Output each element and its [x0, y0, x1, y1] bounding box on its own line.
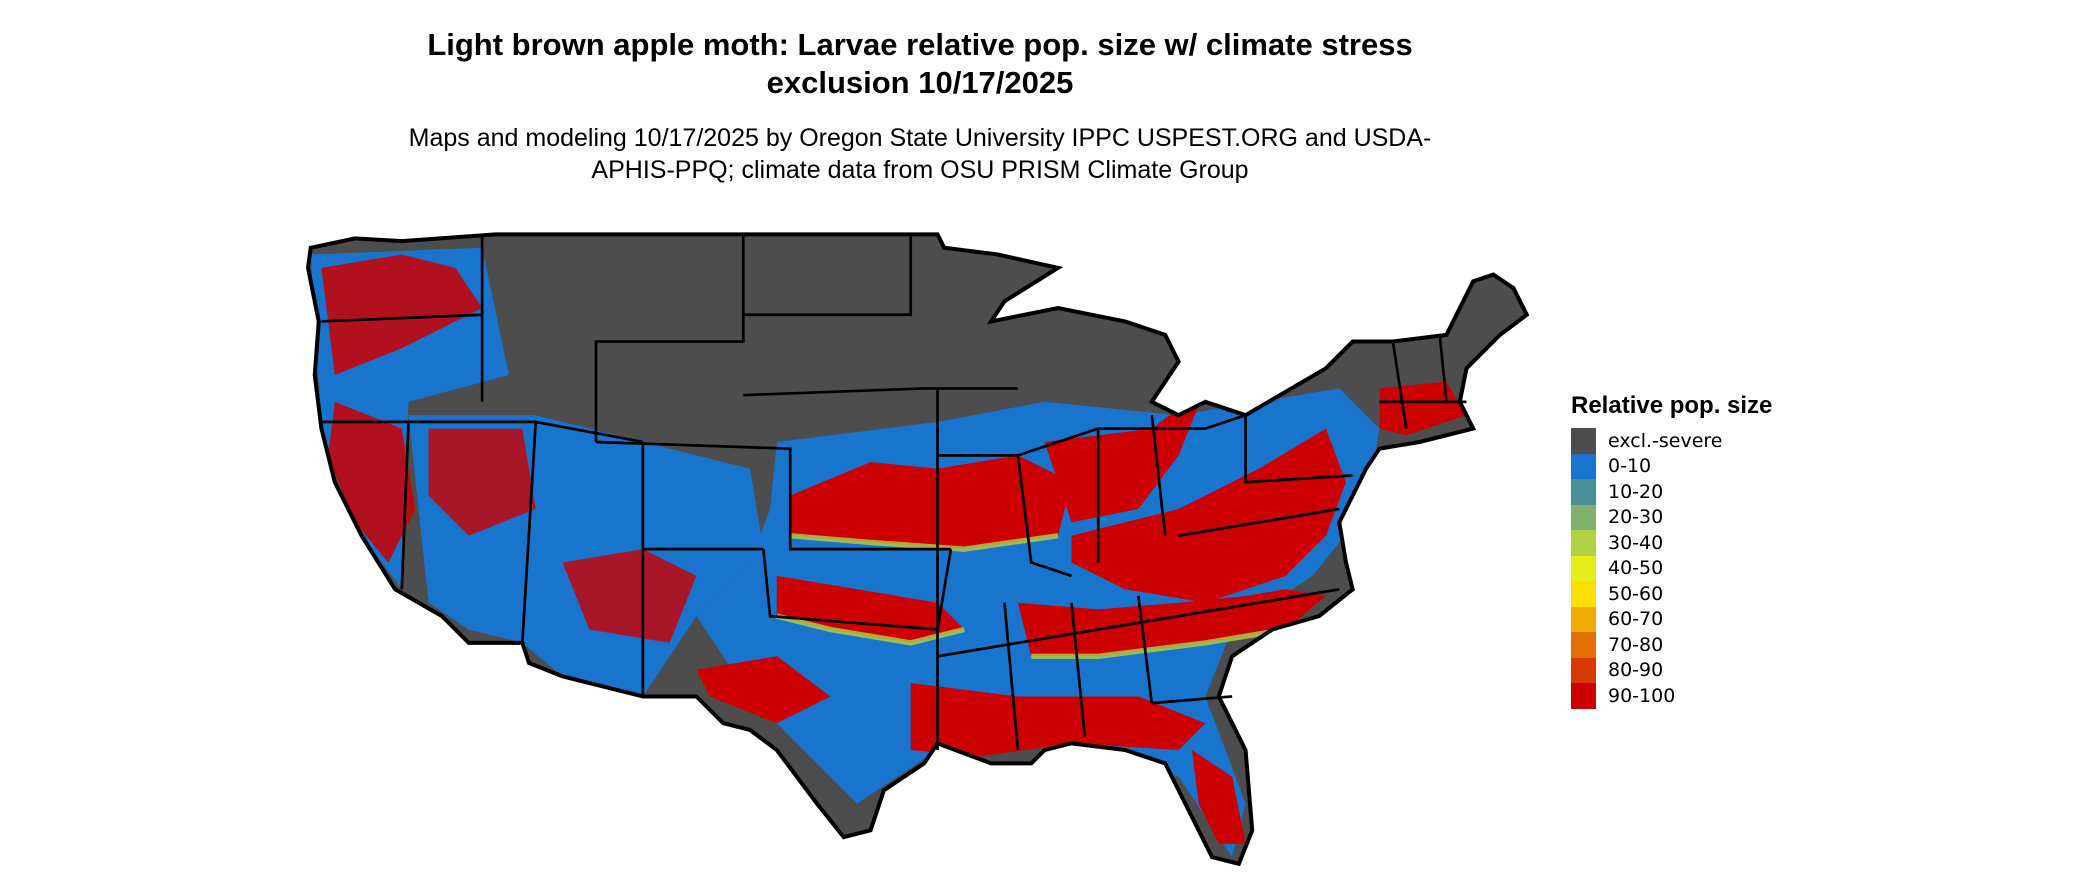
state-borders — [318, 234, 1467, 751]
legend-swatch — [1571, 632, 1596, 658]
legend-item: 20-30 — [1571, 504, 1772, 530]
legend-swatch — [1571, 581, 1596, 607]
legend-swatch — [1571, 657, 1596, 683]
legend-swatch — [1571, 530, 1596, 556]
legend-swatch — [1571, 453, 1596, 479]
legend-swatch — [1571, 504, 1596, 530]
map-title: Light brown apple moth: Larvae relative … — [427, 27, 1413, 100]
legend-label: 10-20 — [1608, 480, 1664, 503]
legend-item: excl.-severe — [1571, 428, 1772, 454]
legend: Relative pop. size excl.-severe 0-10 10-20… — [1571, 392, 1772, 709]
legend-item: 70-80 — [1571, 632, 1772, 658]
legend-item: 90-100 — [1571, 683, 1772, 709]
legend-swatch — [1571, 479, 1596, 505]
legend-label: 30-40 — [1608, 531, 1664, 554]
legend-label: 60-70 — [1608, 608, 1664, 631]
legend-swatch — [1571, 683, 1596, 709]
legend-item: 60-70 — [1571, 606, 1772, 632]
legend-label: 20-30 — [1608, 506, 1664, 529]
legend-item: 10-20 — [1571, 479, 1772, 505]
legend-label: 80-90 — [1608, 659, 1664, 682]
legend-label: 40-50 — [1608, 557, 1664, 580]
legend-item: 80-90 — [1571, 657, 1772, 683]
legend-swatch — [1571, 428, 1596, 454]
legend-item: 50-60 — [1571, 581, 1772, 607]
legend-label: excl.-severe — [1608, 429, 1723, 452]
legend-label: 50-60 — [1608, 582, 1664, 605]
legend-item: 0-10 — [1571, 453, 1772, 479]
legend-label: 70-80 — [1608, 633, 1664, 656]
legend-label: 0-10 — [1608, 455, 1652, 478]
legend-swatch — [1571, 555, 1596, 581]
legend-item: 30-40 — [1571, 530, 1772, 556]
high-population-regions — [321, 254, 1467, 844]
legend-title: Relative pop. size — [1571, 392, 1773, 419]
legend-label: 90-100 — [1608, 684, 1676, 707]
map-subtitle: Maps and modeling 10/17/2025 by Oregon S… — [408, 124, 1432, 184]
legend-swatch — [1571, 606, 1596, 632]
legend-item: 40-50 — [1571, 555, 1772, 581]
